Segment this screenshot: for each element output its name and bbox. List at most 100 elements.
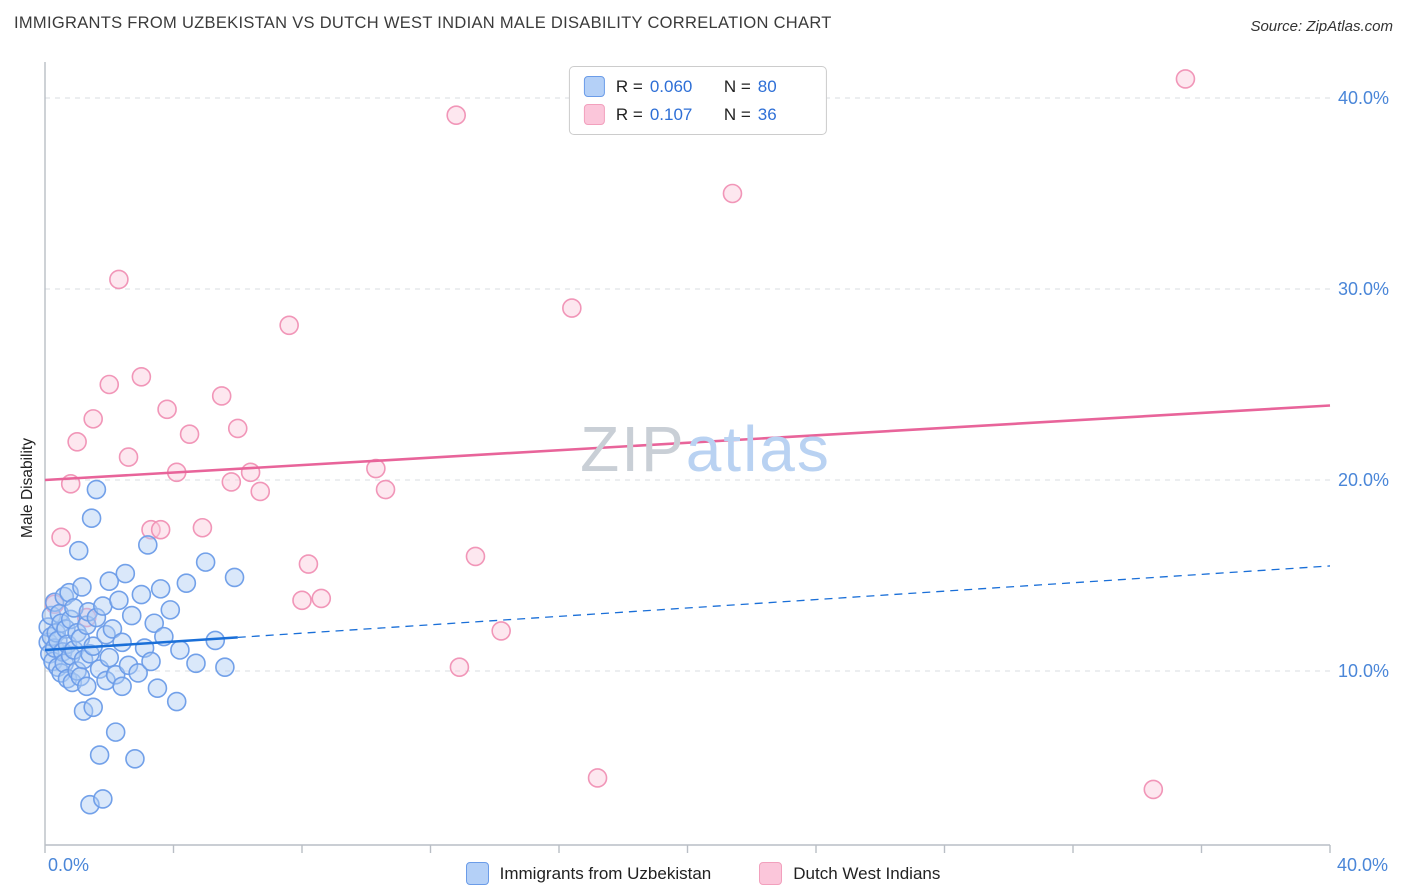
data-point-dutch-west-indians [722, 183, 743, 204]
data-point-dutch-west-indians [221, 472, 242, 492]
data-point-immigrants-from-uzbekistan [72, 577, 92, 597]
data-point-dutch-west-indians [192, 517, 213, 538]
data-point-immigrants-from-uzbekistan [121, 605, 142, 626]
data-point-immigrants-from-uzbekistan [81, 508, 102, 529]
data-point-immigrants-from-uzbekistan [86, 607, 107, 628]
r-value-dutch-west-indians: 0.107 [649, 104, 693, 124]
data-point-immigrants-from-uzbekistan [138, 535, 158, 555]
uzbekistan-swatch-icon [583, 76, 605, 97]
data-point-dutch-west-indians [240, 462, 261, 483]
data-point-immigrants-from-uzbekistan [109, 590, 129, 611]
n-label: N = [723, 76, 751, 96]
data-point-immigrants-from-uzbekistan [150, 579, 171, 599]
data-point-dutch-west-indians [150, 519, 171, 540]
data-point-immigrants-from-uzbekistan [176, 573, 197, 593]
r-label: R = [615, 76, 643, 96]
data-point-dutch-west-indians [99, 374, 120, 395]
uzbekistan-legend-swatch-icon [465, 862, 489, 885]
data-point-dutch-west-indians [465, 546, 486, 567]
data-point-dutch-west-indians [250, 481, 271, 502]
data-point-dutch-west-indians [491, 621, 511, 641]
data-point-immigrants-from-uzbekistan [160, 600, 181, 620]
data-point-dutch-west-indians [67, 431, 87, 452]
trend-line-dutch-west-indians [44, 404, 1331, 482]
data-point-immigrants-from-uzbekistan [186, 653, 206, 674]
data-point-immigrants-from-uzbekistan [89, 745, 110, 765]
x-min-label: 0.0% [48, 855, 89, 875]
data-point-immigrants-from-uzbekistan [93, 789, 113, 809]
data-point-immigrants-from-uzbekistan [141, 651, 161, 672]
data-point-dutch-west-indians [562, 298, 582, 318]
data-point-immigrants-from-uzbekistan [131, 584, 152, 605]
data-point-dutch-west-indians [375, 479, 396, 500]
y-axis-title: Male Disability [19, 438, 36, 538]
y-tick-label: 40.0% [1338, 88, 1389, 108]
trend-line-immigrants-from-uzbekistan [44, 636, 238, 652]
data-point-dutch-west-indians [311, 588, 332, 609]
data-point-dutch-west-indians [298, 554, 319, 574]
dutch-west-indians-swatch-icon [583, 104, 605, 125]
data-point-immigrants-from-uzbekistan [76, 676, 97, 697]
data-point-immigrants-from-uzbekistan [64, 598, 84, 618]
data-point-dutch-west-indians [51, 527, 71, 548]
data-point-immigrants-from-uzbekistan [112, 632, 132, 653]
data-point-immigrants-from-uzbekistan [195, 552, 216, 572]
data-point-dutch-west-indians [118, 447, 139, 467]
data-point-dutch-west-indians [227, 418, 248, 439]
data-point-immigrants-from-uzbekistan [56, 619, 76, 639]
data-point-immigrants-from-uzbekistan [166, 691, 187, 712]
page-title: IMMIGRANTS FROM UZBEKISTAN VS DUTCH WEST… [14, 14, 832, 32]
x-max-label: 40.0% [1337, 855, 1388, 875]
data-point-immigrants-from-uzbekistan [86, 479, 107, 500]
data-point-immigrants-from-uzbekistan [215, 657, 235, 677]
r-label: R = [615, 104, 643, 124]
data-point-dutch-west-indians [179, 424, 200, 444]
data-point-dutch-west-indians [83, 409, 103, 429]
y-tick-label: 10.0% [1338, 661, 1389, 681]
dutch-west-indians-legend-swatch-icon [759, 862, 783, 885]
data-point-immigrants-from-uzbekistan [147, 678, 168, 698]
data-point-dutch-west-indians [131, 367, 152, 387]
data-point-immigrants-from-uzbekistan [128, 663, 148, 683]
legend-item-uzbekistan[interactable]: Immigrants from Uzbekistan [465, 862, 712, 885]
watermark-zip: ZIP [580, 413, 686, 485]
zipatlas-watermark: ZIPatlas [580, 412, 831, 486]
correlation-row-dutch-west-indians: R = 0.107 N = 36 [583, 104, 810, 125]
data-point-dutch-west-indians [449, 657, 470, 677]
data-point-immigrants-from-uzbekistan [67, 661, 87, 681]
legend-label-uzbekistan: Immigrants from Uzbekistan [499, 863, 712, 883]
y-tick-label: 30.0% [1338, 279, 1389, 299]
data-point-immigrants-from-uzbekistan [112, 676, 132, 697]
data-point-immigrants-from-uzbekistan [224, 567, 245, 588]
n-value-dutch-west-indians: 36 [757, 104, 777, 124]
n-label: N = [723, 104, 751, 124]
data-point-dutch-west-indians [157, 399, 177, 420]
data-point-immigrants-from-uzbekistan [99, 571, 120, 592]
data-point-immigrants-from-uzbekistan [144, 613, 165, 634]
data-point-immigrants-from-uzbekistan [115, 563, 136, 584]
data-point-dutch-west-indians [292, 590, 312, 611]
data-point-immigrants-from-uzbekistan [125, 749, 145, 769]
data-point-immigrants-from-uzbekistan [44, 592, 65, 613]
data-point-immigrants-from-uzbekistan [102, 619, 123, 639]
data-point-immigrants-from-uzbekistan [83, 697, 103, 718]
data-point-immigrants-from-uzbekistan [68, 540, 89, 561]
chart-legend: Immigrants from Uzbekistan Dutch West In… [0, 862, 1406, 885]
data-point-immigrants-from-uzbekistan [99, 647, 120, 668]
y-tick-label: 20.0% [1338, 470, 1389, 490]
data-point-immigrants-from-uzbekistan [105, 722, 126, 742]
data-point-dutch-west-indians [446, 105, 467, 125]
data-point-dutch-west-indians [587, 768, 608, 788]
legend-label-dutch-west-indians: Dutch West Indians [793, 863, 941, 883]
correlation-row-uzbekistan: R = 0.060 N = 80 [583, 76, 810, 97]
r-value-uzbekistan: 0.060 [649, 76, 693, 96]
data-point-dutch-west-indians [1143, 779, 1164, 800]
watermark-atlas: atlas [685, 413, 831, 485]
correlation-legend: R = 0.060 N = 80 R = 0.107 N = 36 [568, 66, 827, 135]
data-point-dutch-west-indians [109, 269, 129, 290]
data-point-immigrants-from-uzbekistan [170, 640, 190, 660]
trend-line-extension-immigrants-from-uzbekistan [237, 565, 1331, 639]
legend-item-dutch-west-indians[interactable]: Dutch West Indians [759, 862, 940, 885]
